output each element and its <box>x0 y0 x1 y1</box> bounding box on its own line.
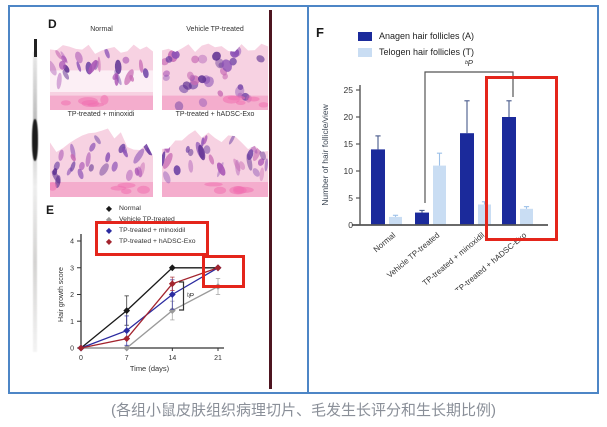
svg-text:7: 7 <box>125 355 129 362</box>
diamond-marker-icon: ◆ <box>105 214 113 224</box>
legend-item: Telogen hair follicles (T) <box>358 44 474 60</box>
highlight-box-hadsc-group <box>485 76 558 241</box>
svg-text:0: 0 <box>79 355 83 362</box>
histology-label-minoxidil: TP-treated + minoxidi <box>67 111 135 118</box>
histology-image-minoxidil <box>50 122 153 197</box>
svg-text:0: 0 <box>348 220 353 230</box>
svg-text:ᵇP: ᵇP <box>464 59 473 68</box>
page-edge-rule <box>269 10 272 389</box>
histology-label-hadsc: TP-treated + hADSC-Exo <box>175 111 255 118</box>
legend-item: ◆ TP-treated + minoxidil <box>102 225 196 236</box>
legend-label: TP-treated + minoxidil <box>119 227 186 234</box>
legend-label: Telogen hair follicles (T) <box>379 47 475 57</box>
legend-item: Anagen hair follicles (A) <box>358 28 474 44</box>
svg-text:4: 4 <box>70 239 74 246</box>
svg-text:5: 5 <box>348 193 353 203</box>
diamond-marker-icon: ◆ <box>105 225 113 235</box>
svg-text:Hair growth score: Hair growth score <box>58 267 65 322</box>
panel-e-label: E <box>46 203 55 217</box>
svg-text:Time (days): Time (days) <box>130 364 170 373</box>
scan-gutter-shadow <box>33 52 37 352</box>
legend-item: ◆ Vehicle TP-treated <box>102 214 196 225</box>
figure-caption: (各组小鼠皮肤组织病理切片、毛发生长评分和生长期比例) <box>111 402 496 419</box>
histology-label-vehicle: Vehicle TP-treated <box>186 26 244 33</box>
svg-text:2: 2 <box>70 292 74 299</box>
legend-item: ◆ TP-treated + hADSC-Exo <box>102 236 196 247</box>
svg-text:14: 14 <box>168 355 176 362</box>
legend-item: ◆ Normal <box>102 203 196 214</box>
svg-text:1: 1 <box>70 319 74 326</box>
diamond-marker-icon: ◆ <box>105 203 113 213</box>
line-chart-legend: ◆ Normal ◆ Vehicle TP-treated ◆ TP-treated … <box>102 203 196 247</box>
panel-d-label: D <box>48 17 57 31</box>
figure-image[interactable]: D Normal Vehicle TP-treated TP-treated +… <box>8 5 599 394</box>
svg-text:3: 3 <box>70 265 74 272</box>
bar-chart-legend: Anagen hair follicles (A) Telogen hair f… <box>358 28 474 60</box>
highlight-box-day21-point <box>202 255 245 288</box>
legend-label: Vehicle TP-treated <box>119 216 175 223</box>
svg-text:0: 0 <box>70 346 74 353</box>
telogen-swatch-icon <box>358 47 372 57</box>
svg-text:Number of hair follicle/view: Number of hair follicle/view <box>320 103 330 205</box>
svg-text:15: 15 <box>344 139 354 149</box>
svg-text:20: 20 <box>344 112 354 122</box>
legend-label: TP-treated + hADSC-Exo <box>119 238 196 245</box>
svg-text:21: 21 <box>214 355 222 362</box>
histology-label-normal: Normal <box>90 26 113 33</box>
diamond-marker-icon: ◆ <box>105 236 113 246</box>
scan-artifact-mark <box>34 39 37 57</box>
svg-text:25: 25 <box>344 85 354 95</box>
svg-text:10: 10 <box>344 166 354 176</box>
scan-artifact-blob <box>32 119 38 161</box>
panel-f-label: F <box>316 25 324 40</box>
histology-image-hadsc <box>162 122 268 197</box>
legend-label: Normal <box>119 205 141 212</box>
legend-label: Anagen hair follicles (A) <box>379 31 475 41</box>
hair-follicle-bar-chart: 0 5 10 15 20 25 Number of hair follicle/view ᵇP… <box>320 59 548 290</box>
cell-divider <box>307 7 309 392</box>
svg-text:Normal: Normal <box>372 230 398 254</box>
histology-image-vehicle <box>162 38 268 110</box>
highlight-box-legend <box>95 221 209 256</box>
svg-text:ᵇP: ᵇP <box>187 293 194 300</box>
histology-image-normal <box>50 38 153 110</box>
anagen-swatch-icon <box>358 31 372 41</box>
hair-growth-line-chart: 0 1 2 3 4 0 7 14 21 Time (days) Hair growth score ᵇ… <box>58 234 225 373</box>
